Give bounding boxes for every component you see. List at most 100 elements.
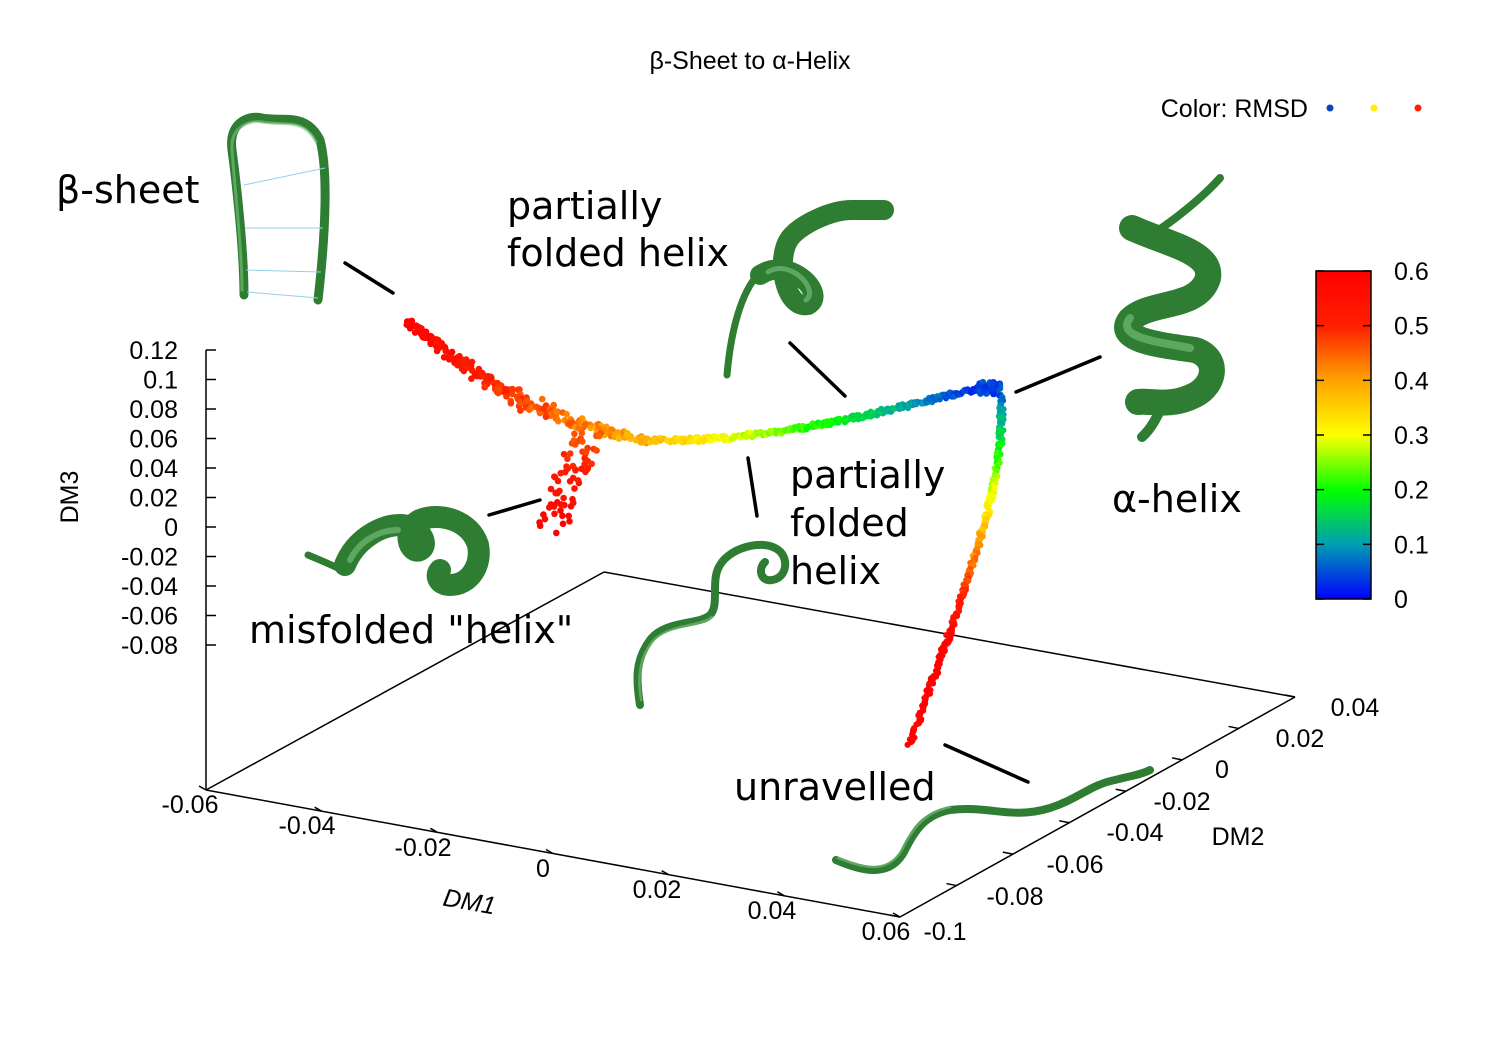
label-unravelled: unravelled [734, 765, 936, 809]
trajectory-point [487, 374, 494, 382]
dm3-tick-label: 0.12 [129, 337, 178, 365]
trajectory-point [433, 347, 441, 355]
label-partially-folded-1-line1: partially [507, 184, 662, 228]
dm2-tick-mark [1228, 725, 1239, 730]
dm1-tick-label: -0.06 [162, 791, 219, 819]
trajectory-point [468, 375, 475, 383]
trajectory-point [593, 447, 600, 454]
colorbar-tick-label: 0.3 [1394, 422, 1429, 450]
unravelled-structure-image [832, 766, 1154, 874]
dm3-tick-label: 0.06 [129, 426, 178, 454]
trajectory-point [509, 390, 516, 398]
label-partially-folded-2-line2: folded [790, 501, 909, 545]
trajectory-point [507, 400, 515, 407]
trajectory-point [943, 632, 950, 639]
trajectory-point [557, 507, 564, 514]
connector-partial-1 [788, 341, 847, 398]
trajectory-point [571, 485, 578, 492]
dm1-tick-mark [198, 785, 207, 791]
dm2-tick-label: -0.08 [987, 883, 1044, 911]
trajectory-point [557, 469, 564, 477]
dm1-tick-mark [314, 806, 323, 812]
dm2-tick-mark [946, 882, 957, 887]
trajectory-point [990, 390, 997, 398]
trajectory-point [569, 495, 576, 503]
connector-alpha-helix [1014, 355, 1102, 394]
dm3-tick-label: 0.02 [129, 485, 178, 513]
trajectory-point [447, 354, 455, 361]
trajectory-point [564, 455, 571, 463]
trajectory-point [411, 329, 419, 336]
trajectory-point [587, 424, 594, 432]
dm2-axis-line [899, 696, 1296, 918]
connector-lines [343, 261, 1102, 784]
trajectory-point [579, 438, 586, 445]
dm1-tick-label: -0.02 [395, 834, 452, 862]
dm2-tick-mark [1284, 694, 1296, 698]
trajectory-point [479, 369, 486, 377]
legend-dot-blue [1326, 104, 1334, 112]
chart-title: β-Sheet to α-Helix [649, 47, 851, 75]
trajectory-point [566, 450, 574, 457]
trajectory-point [551, 473, 558, 481]
connector-misfolded [487, 498, 542, 517]
trajectory-point [583, 466, 591, 473]
trajectory-point [582, 448, 590, 456]
dm3-tick-label: -0.06 [121, 603, 178, 631]
legend-label: Color: RMSD [1161, 95, 1308, 123]
label-alpha-helix: α-helix [1112, 477, 1242, 521]
trajectory-point [637, 438, 644, 445]
dm2-ticks: -0.1 -0.08-0.06-0.04 -0.020 0.020.04 [889, 694, 1380, 946]
trajectory-point [538, 395, 546, 403]
trajectory-point [553, 415, 560, 422]
colorbar-tick-label: 0.1 [1394, 531, 1429, 559]
trajectory-points [403, 317, 1007, 748]
trajectory-point [560, 494, 567, 502]
trajectory-point [554, 477, 562, 485]
label-partially-folded-2-line3: helix [790, 549, 881, 593]
trajectory-point [569, 474, 577, 482]
trajectory-point [559, 512, 566, 520]
trajectory-point [448, 348, 456, 356]
trajectory-point [904, 741, 911, 748]
trajectory-point [560, 450, 568, 458]
trajectory-point [533, 403, 540, 411]
legend-dot-yellow [1370, 104, 1378, 112]
trajectory-point [566, 518, 573, 525]
dm2-tick-label: -0.04 [1107, 819, 1164, 847]
label-partially-folded-1-line2: folded helix [507, 231, 729, 275]
dm1-tick-label: 0.04 [748, 897, 797, 925]
dm2-tick-label: -0.06 [1047, 851, 1104, 879]
trajectory-point [627, 432, 634, 440]
trajectory-point [428, 336, 436, 343]
back-edge-left [205, 571, 605, 791]
trajectory-point [550, 503, 558, 510]
trajectory-point [588, 460, 595, 468]
trajectory-point [574, 477, 582, 484]
colorbar-tick-label: 0.2 [1394, 477, 1429, 505]
dm3-tick-label: 0.04 [129, 455, 178, 483]
beta-sheet-structure-image [227, 112, 330, 305]
dm2-tick-mark [1059, 819, 1070, 824]
trajectory-point [551, 510, 558, 518]
dm1-tick-label: -0.04 [279, 812, 336, 840]
trajectory-point [561, 501, 568, 509]
dm2-tick-label: -0.1 [923, 918, 966, 946]
dm3-tick-label: -0.04 [121, 573, 178, 601]
trajectory-point [539, 405, 547, 413]
dm2-tick-label: 0.04 [1331, 694, 1380, 722]
trajectory-point [569, 462, 577, 470]
trajectory-point [596, 432, 603, 440]
trajectory-point [570, 437, 578, 444]
partially-folded-helix-1-image [723, 200, 894, 379]
dm1-tick-label: 0 [536, 855, 550, 883]
label-beta-sheet: β-sheet [56, 168, 200, 212]
trajectory-point [541, 515, 549, 523]
connector-partial-2 [746, 456, 759, 518]
dm2-tick-mark [1171, 757, 1183, 761]
trajectory-point [503, 393, 510, 400]
dm1-tick-label: 0.02 [633, 876, 682, 904]
dm3-tick-label: 0 [164, 514, 178, 542]
trajectory-point [496, 385, 504, 393]
trajectory-point [509, 385, 516, 393]
